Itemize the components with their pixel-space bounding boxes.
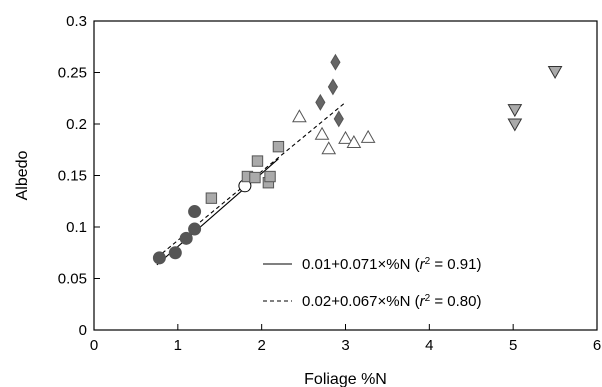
triangle-down-marker <box>507 104 523 118</box>
x-axis: 0 1 2 3 4 5 6 <box>90 324 601 354</box>
legend-label: 0.02+0.067×%N (r2 = 0.80) <box>302 293 481 311</box>
x-tick-label: 4 <box>425 337 433 354</box>
x-tick-label: 3 <box>341 337 349 354</box>
triangle-up-marker <box>346 135 362 149</box>
triangle-up-marker <box>314 126 330 140</box>
data-markers <box>152 53 563 265</box>
triangle-down-marker <box>507 118 523 132</box>
y-tick-label: 0.3 <box>66 13 87 30</box>
circle-marker <box>152 251 166 265</box>
y-tick-label: 0.05 <box>58 271 87 288</box>
y-tick-label: 0.25 <box>58 65 87 82</box>
square-marker <box>251 155 264 167</box>
y-axis-title: Albedo <box>14 150 31 200</box>
y-tick-label: 0.2 <box>66 116 87 133</box>
plot-area <box>152 53 563 266</box>
triangle-up-marker <box>321 141 337 155</box>
square-marker <box>205 192 218 204</box>
plot-frame <box>93 20 598 331</box>
diamond-marker <box>333 110 344 128</box>
triangle-up-marker <box>360 129 376 143</box>
legend: 0.01+0.071×%N (r2 = 0.91) 0.02+0.067×%N (… <box>263 256 481 311</box>
circle-marker <box>168 246 182 260</box>
y-tick-label: 0.1 <box>66 219 87 236</box>
diamond-marker <box>327 78 339 96</box>
diamond-marker <box>315 93 326 111</box>
square-marker <box>264 170 276 183</box>
x-tick-label: 1 <box>174 337 182 354</box>
y-tick-label: 0.15 <box>58 168 87 185</box>
x-axis-title: Foliage %N <box>304 371 387 387</box>
legend-label: 0.01+0.071×%N (r2 = 0.91) <box>302 256 481 274</box>
y-axis: 0 0.05 0.1 0.15 0.2 0.25 0.3 <box>58 13 100 339</box>
triangle-up-marker <box>292 109 307 123</box>
triangle-down-marker <box>547 65 563 79</box>
x-tick-label: 6 <box>593 337 601 354</box>
square-marker <box>249 171 261 184</box>
x-tick-label: 0 <box>90 337 98 354</box>
diamond-marker <box>330 53 341 71</box>
square-marker <box>272 140 285 153</box>
x-tick-label: 5 <box>509 337 517 354</box>
circle-marker <box>179 231 193 245</box>
circle-marker <box>188 222 202 236</box>
x-tick-label: 2 <box>257 337 265 354</box>
y-tick-label: 0 <box>79 322 87 339</box>
circle-marker <box>188 205 202 219</box>
triangle-up-marker <box>338 130 353 144</box>
